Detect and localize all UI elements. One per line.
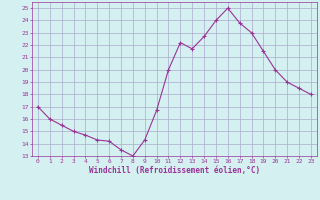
X-axis label: Windchill (Refroidissement éolien,°C): Windchill (Refroidissement éolien,°C) xyxy=(89,166,260,175)
